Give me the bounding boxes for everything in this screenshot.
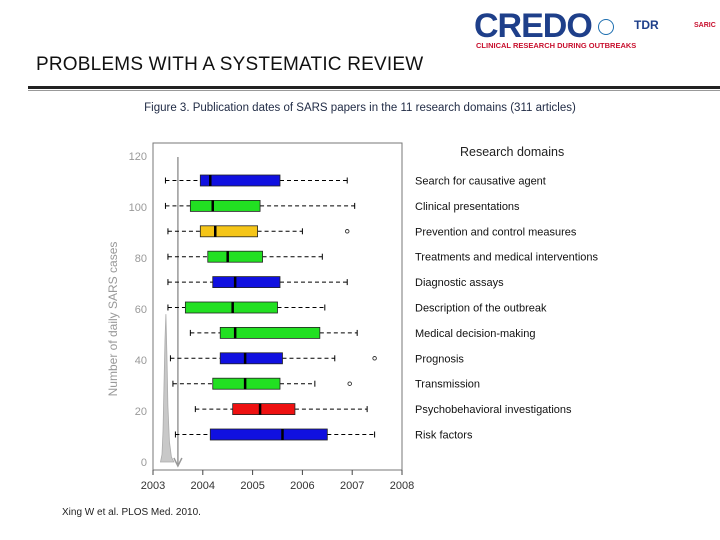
title-underline-thin: [28, 90, 720, 91]
x-tick-label: 2004: [191, 480, 215, 492]
box-body: [199, 225, 258, 238]
outlier-point: [347, 381, 352, 386]
logo-tagline: CLINICAL RESEARCH DURING OUTBREAKS: [476, 41, 637, 50]
box-body: [209, 428, 328, 441]
y-axis-label: Number of daily SARS cases: [106, 242, 120, 397]
x-tick-label: 2006: [290, 480, 314, 492]
box-7: [169, 352, 377, 365]
domain-label: Prevention and control measures: [415, 226, 577, 238]
arrow-head: [173, 457, 183, 468]
y-tick-label: 40: [135, 355, 147, 367]
y-tick-label: 100: [129, 202, 147, 214]
y-tick-label: 80: [135, 253, 147, 265]
epidemic-curve: [160, 314, 175, 463]
domain-label: Risk factors: [415, 430, 473, 442]
box-0: [164, 174, 348, 187]
outlier-point: [344, 229, 350, 234]
saric-logo: SARIC: [694, 22, 716, 29]
legend-title: Research domains: [460, 145, 564, 159]
box-9: [194, 403, 368, 416]
y-tick-label: 60: [135, 304, 147, 316]
box-3: [167, 250, 323, 263]
domain-label: Treatments and medical interventions: [415, 252, 599, 264]
slide-title: PROBLEMS WITH A SYSTEMATIC REVIEW: [36, 54, 424, 75]
who-emblem-icon: [598, 19, 614, 35]
box-body: [232, 403, 296, 416]
title-underline: [28, 86, 720, 89]
box-body: [212, 276, 281, 289]
figure-caption: Figure 3. Publication dates of SARS pape…: [144, 102, 576, 114]
y-tick-label: 0: [141, 457, 147, 469]
box-2: [167, 225, 350, 238]
domain-label: Diagnostic assays: [415, 277, 504, 289]
outlier-point: [372, 356, 377, 361]
x-tick-label: 2005: [240, 480, 264, 492]
box-body: [207, 250, 263, 263]
logo-wordmark: CREDO: [474, 7, 593, 45]
y-tick-label: 20: [135, 406, 147, 418]
x-tick-label: 2003: [141, 480, 165, 492]
credo-logo: CREDO CLINICAL RESEARCH DURING OUTBREAKS…: [474, 8, 720, 54]
boxplot-chart: 0 20 40 60 80 100 120 2003 2004 2005 2006 2007 2008 N…: [106, 142, 599, 492]
box-body: [189, 200, 261, 212]
x-tick-label: 2007: [340, 480, 364, 492]
domain-label: Prognosis: [415, 353, 464, 365]
box-4: [167, 276, 348, 289]
domain-label: Psychobehavioral investigations: [415, 404, 572, 416]
tdr-logo: TDR: [634, 18, 659, 32]
domain-label: Search for causative agent: [415, 176, 546, 188]
box-body: [199, 174, 281, 187]
box-1: [164, 200, 356, 212]
box-6: [189, 326, 358, 339]
plot-border: [152, 142, 403, 471]
domain-label: Transmission: [415, 379, 480, 391]
box-body: [219, 326, 321, 339]
box-10: [174, 428, 376, 441]
citation: Xing W et al. PLOS Med. 2010.: [62, 507, 201, 518]
domain-label: Medical decision-making: [415, 328, 535, 340]
box-5: [167, 301, 326, 314]
domain-label: Description of the outbreak: [415, 303, 547, 315]
box-body: [219, 352, 283, 365]
domain-label: Clinical presentations: [415, 201, 520, 213]
y-tick-label: 120: [129, 151, 147, 163]
x-tick-label: 2008: [390, 480, 414, 492]
box-8: [172, 377, 352, 390]
